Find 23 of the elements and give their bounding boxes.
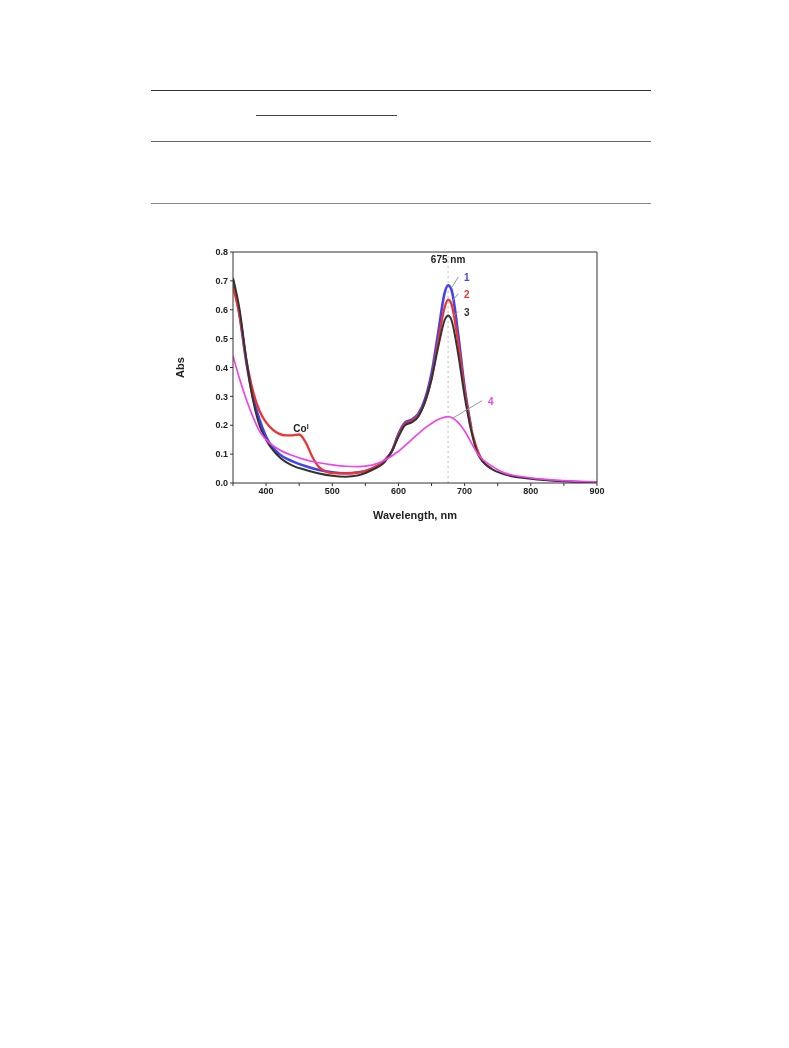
series-label: 3 — [464, 306, 471, 318]
annotation: Co$^{I}$ — [293, 422, 309, 434]
x-tick-label: 500 — [324, 486, 340, 497]
x-tick-label: 600 — [390, 486, 406, 497]
y-tick-label: 0.3 — [215, 391, 228, 402]
y-tick-label: 0.1 — [215, 449, 228, 460]
x-tick-label: 400 — [258, 486, 274, 497]
y-tick-label: 0.7 — [215, 276, 228, 287]
series-label: 2 — [464, 288, 471, 300]
y-tick-label: 0.8 — [215, 247, 228, 258]
y-tick-label: 0.4 — [215, 362, 228, 373]
text: 4 — [488, 395, 495, 407]
y-tick-label: 0.2 — [215, 420, 228, 431]
y-tick-label: 0.0 — [215, 478, 228, 489]
y-tick-label: 0.6 — [215, 304, 228, 315]
series-label: 1 — [464, 272, 471, 284]
x-tick-label: 900 — [589, 486, 605, 497]
ref-line-label: 675 nm — [430, 254, 466, 266]
x-tick-label: 700 — [457, 486, 473, 497]
y-tick-label: 0.5 — [215, 333, 228, 344]
y-axis-title: Abs — [173, 357, 186, 378]
x-tick-label: 800 — [523, 486, 539, 497]
x-axis-title: Wavelength, nm — [373, 509, 458, 521]
